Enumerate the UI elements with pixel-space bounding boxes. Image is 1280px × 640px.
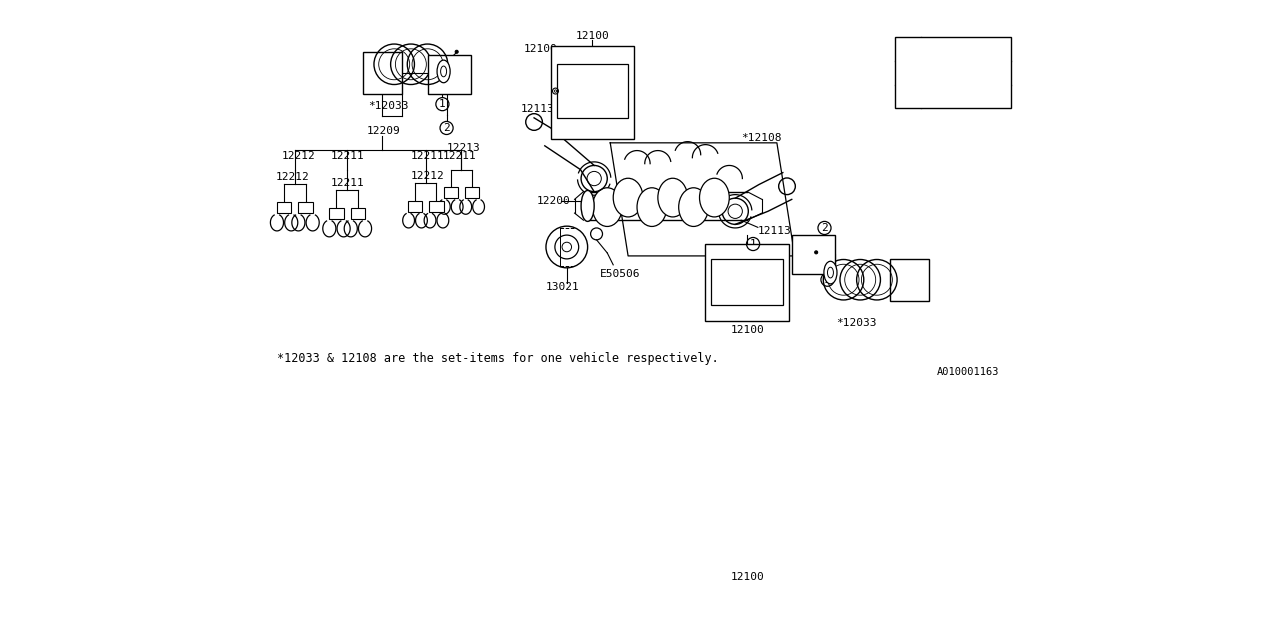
- Text: 12200: 12200: [538, 196, 571, 205]
- Bar: [792, 235, 835, 274]
- Text: 13021: 13021: [547, 282, 580, 292]
- Ellipse shape: [581, 191, 594, 221]
- Text: 12209: 12209: [366, 126, 399, 136]
- Text: 12213: 12213: [447, 143, 480, 152]
- Bar: [428, 55, 471, 94]
- Ellipse shape: [637, 188, 667, 227]
- Text: 12113: 12113: [758, 226, 791, 236]
- Ellipse shape: [699, 179, 730, 217]
- Text: 12113: 12113: [521, 104, 554, 114]
- Bar: [895, 37, 1011, 108]
- Text: *12033 & 12108 are the set-items for one vehicle respectively.: *12033 & 12108 are the set-items for one…: [276, 353, 718, 365]
- Bar: [712, 259, 783, 305]
- Text: 12212: 12212: [275, 172, 310, 182]
- Bar: [465, 188, 479, 198]
- Text: ①: ①: [905, 92, 911, 101]
- Ellipse shape: [678, 188, 708, 227]
- Text: 2: 2: [822, 223, 828, 233]
- Text: A010001163: A010001163: [937, 367, 998, 377]
- Bar: [364, 52, 402, 94]
- Bar: [705, 244, 788, 321]
- Bar: [408, 201, 422, 212]
- Text: C00901: C00901: [572, 50, 613, 60]
- Text: 12100: 12100: [576, 31, 609, 41]
- Text: 12100: 12100: [731, 325, 764, 335]
- Text: 12100: 12100: [731, 572, 764, 582]
- Text: 1: 1: [439, 99, 445, 109]
- Bar: [429, 201, 444, 212]
- Text: 12211: 12211: [443, 151, 476, 161]
- Text: *12108: *12108: [741, 133, 782, 143]
- Text: 1: 1: [824, 275, 831, 285]
- Bar: [329, 208, 343, 219]
- Ellipse shape: [824, 261, 837, 284]
- Ellipse shape: [827, 268, 833, 278]
- Text: 12013 <RH>: 12013 <RH>: [925, 74, 988, 84]
- Bar: [298, 202, 312, 213]
- Ellipse shape: [593, 188, 622, 227]
- Ellipse shape: [436, 60, 451, 83]
- Text: 12211: 12211: [330, 178, 365, 188]
- Ellipse shape: [440, 66, 447, 77]
- Text: 12100: 12100: [524, 44, 558, 54]
- Ellipse shape: [613, 179, 643, 217]
- Text: NS: NS: [805, 248, 820, 260]
- Circle shape: [814, 251, 818, 254]
- Text: 12018 <LH>: 12018 <LH>: [925, 44, 988, 54]
- Bar: [890, 259, 929, 301]
- Text: 12211: 12211: [330, 151, 365, 161]
- Text: 12211: 12211: [411, 151, 444, 161]
- Text: 2: 2: [443, 123, 451, 133]
- Circle shape: [456, 51, 458, 53]
- Text: NS: NS: [442, 68, 457, 81]
- Text: 12212: 12212: [282, 151, 315, 161]
- Text: C00901: C00901: [727, 278, 768, 288]
- Bar: [276, 202, 292, 213]
- Ellipse shape: [658, 179, 687, 217]
- Text: ②: ②: [905, 68, 911, 77]
- Text: E50506: E50506: [599, 269, 640, 279]
- Text: *12033: *12033: [369, 101, 408, 111]
- Bar: [557, 64, 628, 118]
- Bar: [550, 47, 634, 139]
- Bar: [351, 208, 365, 219]
- Text: 1: 1: [750, 239, 756, 249]
- Text: 12212: 12212: [411, 171, 444, 180]
- Text: *12033: *12033: [836, 317, 877, 328]
- Text: F32304: F32304: [925, 90, 968, 103]
- Bar: [444, 188, 458, 198]
